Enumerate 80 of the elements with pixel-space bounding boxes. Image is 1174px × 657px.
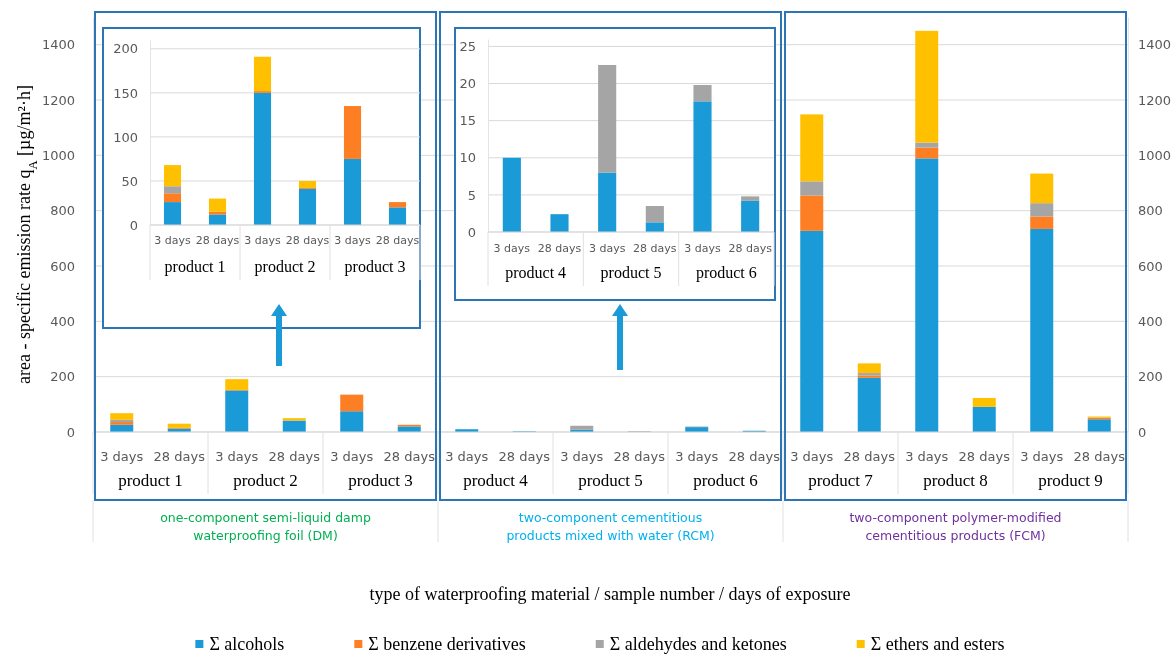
x-tick-label: 28 days: [728, 449, 781, 465]
x-tick-label: 28 days: [383, 449, 436, 465]
y-tick-label: 50: [121, 173, 138, 189]
x-tick-label: 28 days: [1073, 449, 1126, 465]
x-tick-label: 28 days: [375, 233, 420, 247]
y-tick-label: 15: [459, 113, 476, 129]
y-tick-label: 1200: [41, 92, 75, 108]
legend-label: Σ alcohols: [209, 634, 285, 654]
text: product 5: [578, 471, 643, 490]
annotation: product 1: [164, 258, 226, 276]
legend-label: Σ aldehydes and ketones: [609, 634, 787, 654]
x-tick-label: 3 days: [215, 449, 259, 465]
x-tick-label: 3 days: [790, 449, 834, 465]
x-axis-title: type of waterproofing material / sample number / days of exposure: [369, 584, 851, 604]
x-tick-label: 3 days: [493, 241, 531, 255]
text: product 3: [348, 471, 413, 490]
y-tick-label: 0: [129, 217, 138, 233]
x-tick-label: 28 days: [268, 449, 321, 465]
y-tick-label: 10: [459, 150, 476, 166]
text: product 9: [1038, 471, 1103, 490]
x-tick-label: 3 days: [1020, 449, 1064, 465]
annotation: product 6: [695, 264, 757, 282]
text: product 1: [118, 471, 183, 490]
text: product 6: [693, 471, 758, 490]
annotation: product 3: [344, 258, 406, 276]
x-tick-label: 3 days: [588, 241, 626, 255]
y2-tick-label: 400: [1138, 313, 1163, 329]
y-tick-label: 200: [50, 369, 75, 385]
x-tick-label: 28 days: [633, 241, 677, 255]
y-tick-label: 200: [113, 41, 138, 57]
text: two-component polymer-modified cementitious products (FCM): [849, 510, 1062, 543]
y-tick-label: 5: [467, 187, 476, 203]
y2-tick-label: 600: [1138, 258, 1163, 274]
text: product 4: [463, 471, 529, 490]
x-tick-label: 28 days: [728, 241, 773, 255]
annotation: product 4: [505, 264, 567, 282]
y-tick-label: 25: [459, 39, 476, 55]
x-tick-label: 28 days: [195, 233, 240, 247]
x-tick-label: 3 days: [330, 449, 374, 465]
y2-tick-label: 1200: [1138, 92, 1172, 108]
x-tick-label: 3 days: [154, 233, 191, 247]
x-tick-label: 3 days: [560, 449, 604, 465]
legend-label: Σ benzene derivatives: [368, 634, 526, 654]
x-tick-label: 28 days: [498, 449, 551, 465]
y-tick-label: 1400: [41, 37, 75, 53]
legend-label: Σ ethers and esters: [870, 634, 1005, 654]
y2-tick-label: 800: [1138, 203, 1163, 219]
y-tick-label: 150: [113, 85, 138, 101]
text: one-component semi-liquid damp waterproofing foil (DM): [160, 510, 371, 543]
text: two-component cementitious products mixed with water (RCM): [506, 510, 715, 543]
x-tick-label: 3 days: [684, 241, 721, 255]
text: product 2: [233, 471, 298, 490]
y2-tick-label: 1000: [1138, 147, 1172, 163]
y2-tick-label: 200: [1138, 369, 1163, 385]
x-tick-label: 3 days: [445, 449, 489, 465]
y-tick-label: 100: [113, 129, 138, 145]
x-tick-label: 28 days: [843, 449, 896, 465]
y-tick-label: 1000: [41, 147, 75, 163]
y-tick-label: 20: [459, 76, 476, 92]
x-tick-label: 3 days: [334, 233, 371, 247]
x-tick-label: 3 days: [244, 233, 281, 247]
y-tick-label: 600: [50, 258, 75, 274]
y2-tick-label: 0: [1138, 424, 1147, 440]
annotation: product 5: [600, 264, 662, 282]
y-tick-label: 0: [467, 224, 476, 240]
y2-tick-label: 1400: [1138, 37, 1172, 53]
x-tick-label: 28 days: [958, 449, 1011, 465]
y-tick-label: 800: [50, 203, 75, 219]
x-tick-label: 3 days: [100, 449, 144, 465]
x-tick-label: 3 days: [675, 449, 719, 465]
y-tick-label: 400: [50, 313, 75, 329]
text: product 8: [923, 471, 988, 490]
y-tick-label: 0: [66, 424, 75, 440]
x-tick-label: 3 days: [905, 449, 949, 465]
x-tick-label: 28 days: [285, 233, 330, 247]
annotation: product 2: [254, 258, 316, 276]
x-tick-label: 28 days: [153, 449, 206, 465]
text: product 7: [808, 471, 874, 490]
x-tick-label: 28 days: [613, 449, 666, 465]
x-tick-label: 28 days: [537, 241, 582, 255]
